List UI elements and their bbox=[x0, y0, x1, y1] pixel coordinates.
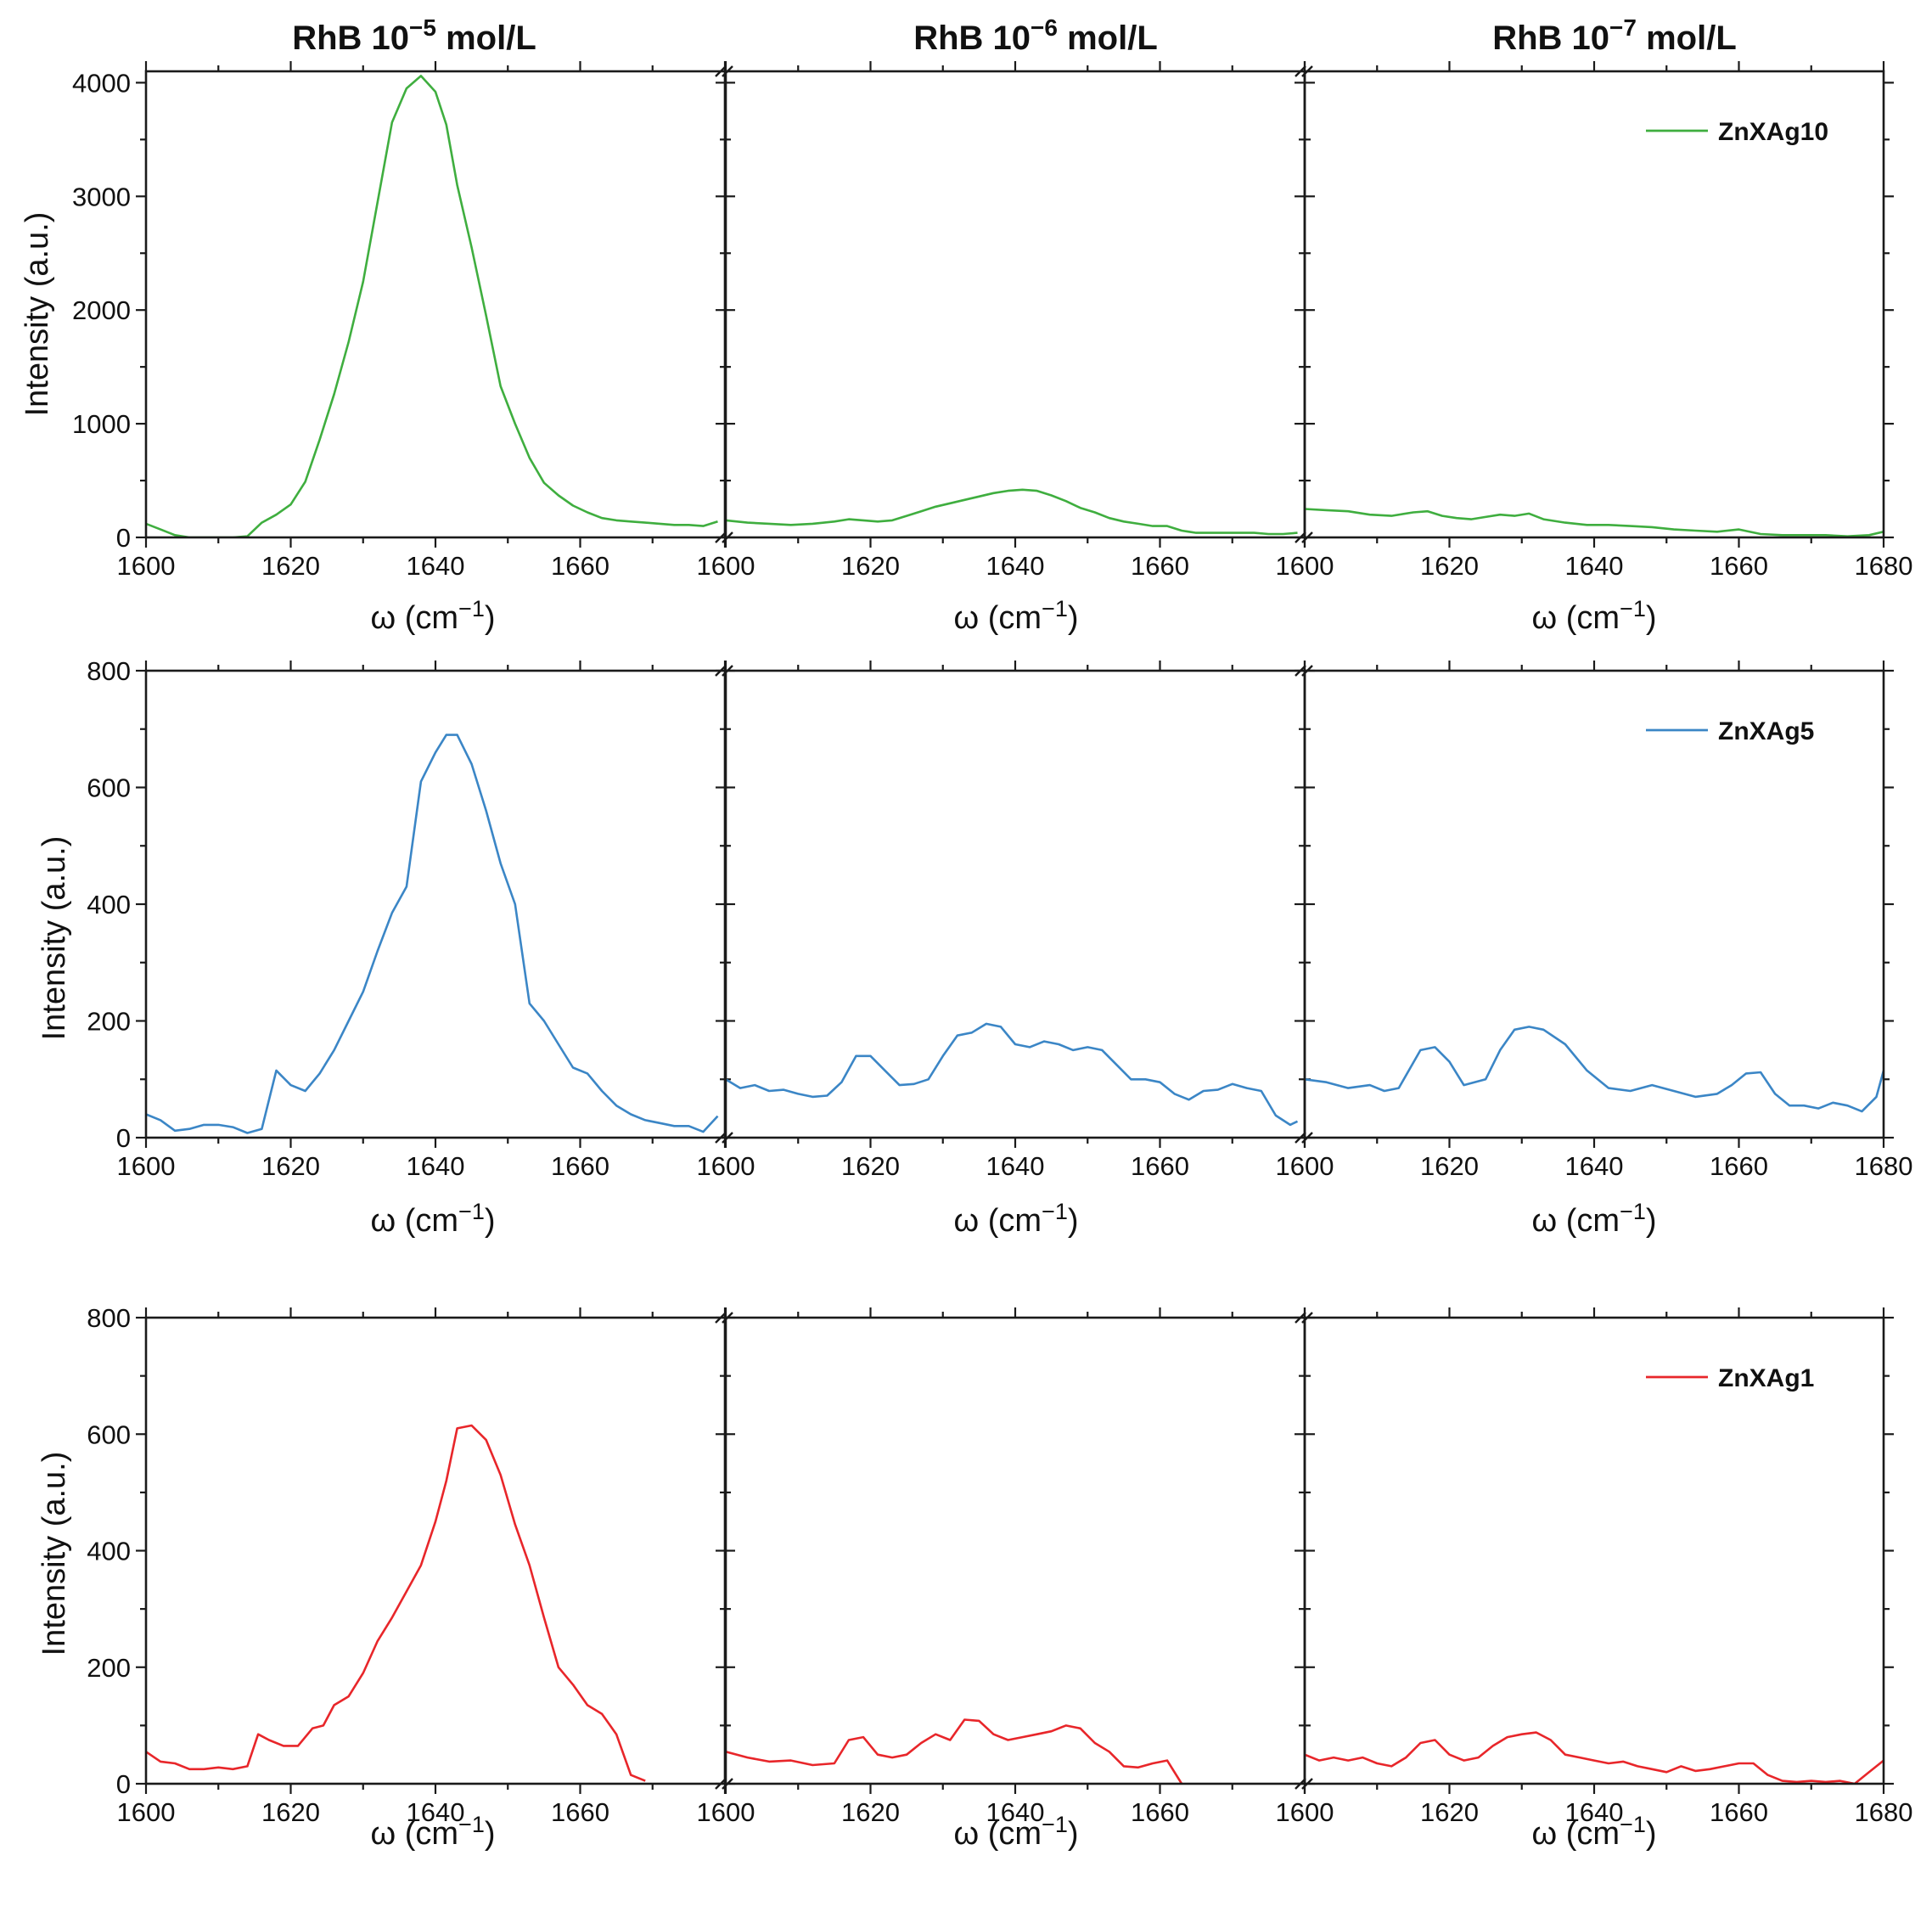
y-tick-label: 0 bbox=[116, 1769, 131, 1799]
y-tick-label: 600 bbox=[87, 1420, 131, 1449]
x-tick-label: 1660 bbox=[551, 1797, 609, 1827]
y-tick-label: 200 bbox=[87, 1007, 131, 1037]
y-tick-label: 400 bbox=[87, 890, 131, 919]
y-tick-label: 800 bbox=[87, 1303, 131, 1333]
x-axis-label-r2c1: ω (cm−1) bbox=[371, 1199, 496, 1239]
panel-frame bbox=[724, 669, 1306, 1139]
x-tick-label: 1660 bbox=[551, 1151, 609, 1181]
series-line-znxag5 bbox=[1305, 1026, 1884, 1113]
panel-r1c3: 1600 1620 1640 1660 1680 ZnXAg10 bbox=[1276, 61, 1913, 581]
series-line-znxag1 bbox=[1305, 1731, 1884, 1784]
panel-r1c1: 1600 1620 1640 1660 0 1000 2000 3000 4000 bbox=[72, 61, 735, 581]
panel-frame bbox=[144, 1316, 727, 1785]
x-tick-label: 1600 bbox=[117, 551, 176, 581]
axis-break-mark bbox=[715, 65, 727, 77]
x-tick-label: 1660 bbox=[1710, 1151, 1768, 1181]
x-tick-label: 1660 bbox=[1710, 1797, 1768, 1827]
x-tick-label: 1620 bbox=[1420, 551, 1479, 581]
x-tick-label: 1600 bbox=[1276, 1151, 1334, 1181]
series-line-znxag1 bbox=[146, 1424, 646, 1782]
x-tick-label: 1640 bbox=[1565, 551, 1624, 581]
x-tick-label: 1640 bbox=[407, 1797, 465, 1827]
x-tick-label: 1660 bbox=[551, 551, 609, 581]
x-tick-label: 1600 bbox=[697, 551, 755, 581]
legend-label: ZnXAg1 bbox=[1718, 1364, 1814, 1392]
y-axis-label-row1: Intensity (a.u.) bbox=[20, 212, 55, 417]
y-tick-label: 3000 bbox=[72, 182, 131, 211]
panel-r3c1: 1600 1620 1640 1660 0 200 400 600 800 bbox=[87, 1303, 735, 1827]
y-tick-label: 0 bbox=[116, 523, 131, 553]
series-line-znxag10 bbox=[726, 488, 1298, 536]
x-tick-label: 1600 bbox=[697, 1797, 755, 1827]
panel-r1c2: 1600 1620 1640 1660 bbox=[697, 61, 1315, 581]
x-tick-label: 1640 bbox=[1565, 1797, 1624, 1827]
x-tick-label: 1640 bbox=[407, 1151, 465, 1181]
x-tick-label: 1640 bbox=[986, 551, 1045, 581]
panel-frame bbox=[724, 1316, 1306, 1785]
x-tick-label: 1620 bbox=[261, 551, 320, 581]
y-tick-label: 1000 bbox=[72, 409, 131, 439]
series-line-znxag5 bbox=[146, 734, 719, 1134]
x-tick-label: 1600 bbox=[117, 1151, 176, 1181]
x-tick-label: 1600 bbox=[1276, 551, 1334, 581]
y-tick-label: 800 bbox=[87, 656, 131, 686]
column-title-1: RhB 10−5 mol/L bbox=[292, 14, 536, 57]
x-axis-label-r2c2: ω (cm−1) bbox=[954, 1199, 1079, 1239]
panel-r3c2: 1600 1620 1640 1660 bbox=[697, 1307, 1315, 1827]
panel-r2c3: 1600 1620 1640 1660 1680 ZnXAg5 bbox=[1276, 661, 1913, 1181]
x-tick-label: 1600 bbox=[697, 1151, 755, 1181]
column-title-3: RhB 10−7 mol/L bbox=[1492, 14, 1737, 57]
x-axis-label-r1c1: ω (cm−1) bbox=[371, 596, 496, 636]
x-tick-label: 1660 bbox=[1131, 1797, 1189, 1827]
x-tick-label: 1620 bbox=[1420, 1151, 1479, 1181]
series-line-znxag5 bbox=[726, 1022, 1299, 1127]
x-tick-label: 1640 bbox=[986, 1797, 1045, 1827]
panel-r2c1: 1600 1620 1640 1660 0 200 400 600 800 bbox=[87, 656, 735, 1181]
panel-frame bbox=[144, 669, 727, 1139]
y-tick-label: 400 bbox=[87, 1537, 131, 1566]
x-tick-label: 1620 bbox=[261, 1151, 320, 1181]
legend-label: ZnXAg10 bbox=[1718, 118, 1828, 146]
column-title-2: RhB 10−6 mol/L bbox=[913, 14, 1158, 57]
x-tick-label: 1620 bbox=[261, 1797, 320, 1827]
x-tick-label: 1660 bbox=[1131, 1151, 1189, 1181]
y-axis-label-row2: Intensity (a.u.) bbox=[37, 836, 72, 1041]
x-tick-label: 1680 bbox=[1855, 1797, 1913, 1827]
panel-frame bbox=[724, 70, 1306, 539]
y-tick-label: 0 bbox=[116, 1123, 131, 1153]
x-tick-label: 1640 bbox=[986, 1151, 1045, 1181]
x-axis-label-r1c3: ω (cm−1) bbox=[1532, 596, 1657, 636]
x-tick-label: 1680 bbox=[1855, 1151, 1913, 1181]
y-axis-label-row3: Intensity (a.u.) bbox=[37, 1452, 72, 1656]
x-axis-label-r3c3: ω (cm−1) bbox=[1532, 1812, 1657, 1852]
y-tick-label: 200 bbox=[87, 1653, 131, 1683]
x-tick-label: 1600 bbox=[117, 1797, 176, 1827]
x-tick-label: 1680 bbox=[1855, 551, 1913, 581]
x-axis-label-r1c2: ω (cm−1) bbox=[954, 596, 1079, 636]
x-tick-label: 1620 bbox=[841, 551, 900, 581]
panel-r2c2: 1600 1620 1640 1660 bbox=[697, 661, 1315, 1181]
x-axis-label-r3c2: ω (cm−1) bbox=[954, 1812, 1079, 1852]
x-tick-label: 1640 bbox=[407, 551, 465, 581]
x-axis-label-r2c3: ω (cm−1) bbox=[1532, 1199, 1657, 1239]
x-tick-label: 1640 bbox=[1565, 1151, 1624, 1181]
x-tick-label: 1620 bbox=[841, 1797, 900, 1827]
series-line-znxag10 bbox=[1305, 508, 1884, 537]
x-tick-label: 1600 bbox=[1276, 1797, 1334, 1827]
series-line-znxag10 bbox=[146, 75, 718, 537]
y-tick-label: 2000 bbox=[72, 295, 131, 325]
x-tick-label: 1660 bbox=[1710, 551, 1768, 581]
x-axis-label-r3c1: ω (cm−1) bbox=[371, 1812, 496, 1852]
series-line-znxag1 bbox=[726, 1718, 1183, 1784]
panel-r3c3: 1600 1620 1640 1660 1680 ZnXAg1 bbox=[1276, 1307, 1913, 1827]
y-tick-label: 600 bbox=[87, 773, 131, 803]
legend-label: ZnXAg5 bbox=[1718, 717, 1814, 745]
x-tick-label: 1620 bbox=[841, 1151, 900, 1181]
y-tick-label: 4000 bbox=[72, 68, 131, 98]
x-tick-label: 1620 bbox=[1420, 1797, 1479, 1827]
panel-frame bbox=[144, 70, 727, 539]
x-tick-label: 1660 bbox=[1131, 551, 1189, 581]
